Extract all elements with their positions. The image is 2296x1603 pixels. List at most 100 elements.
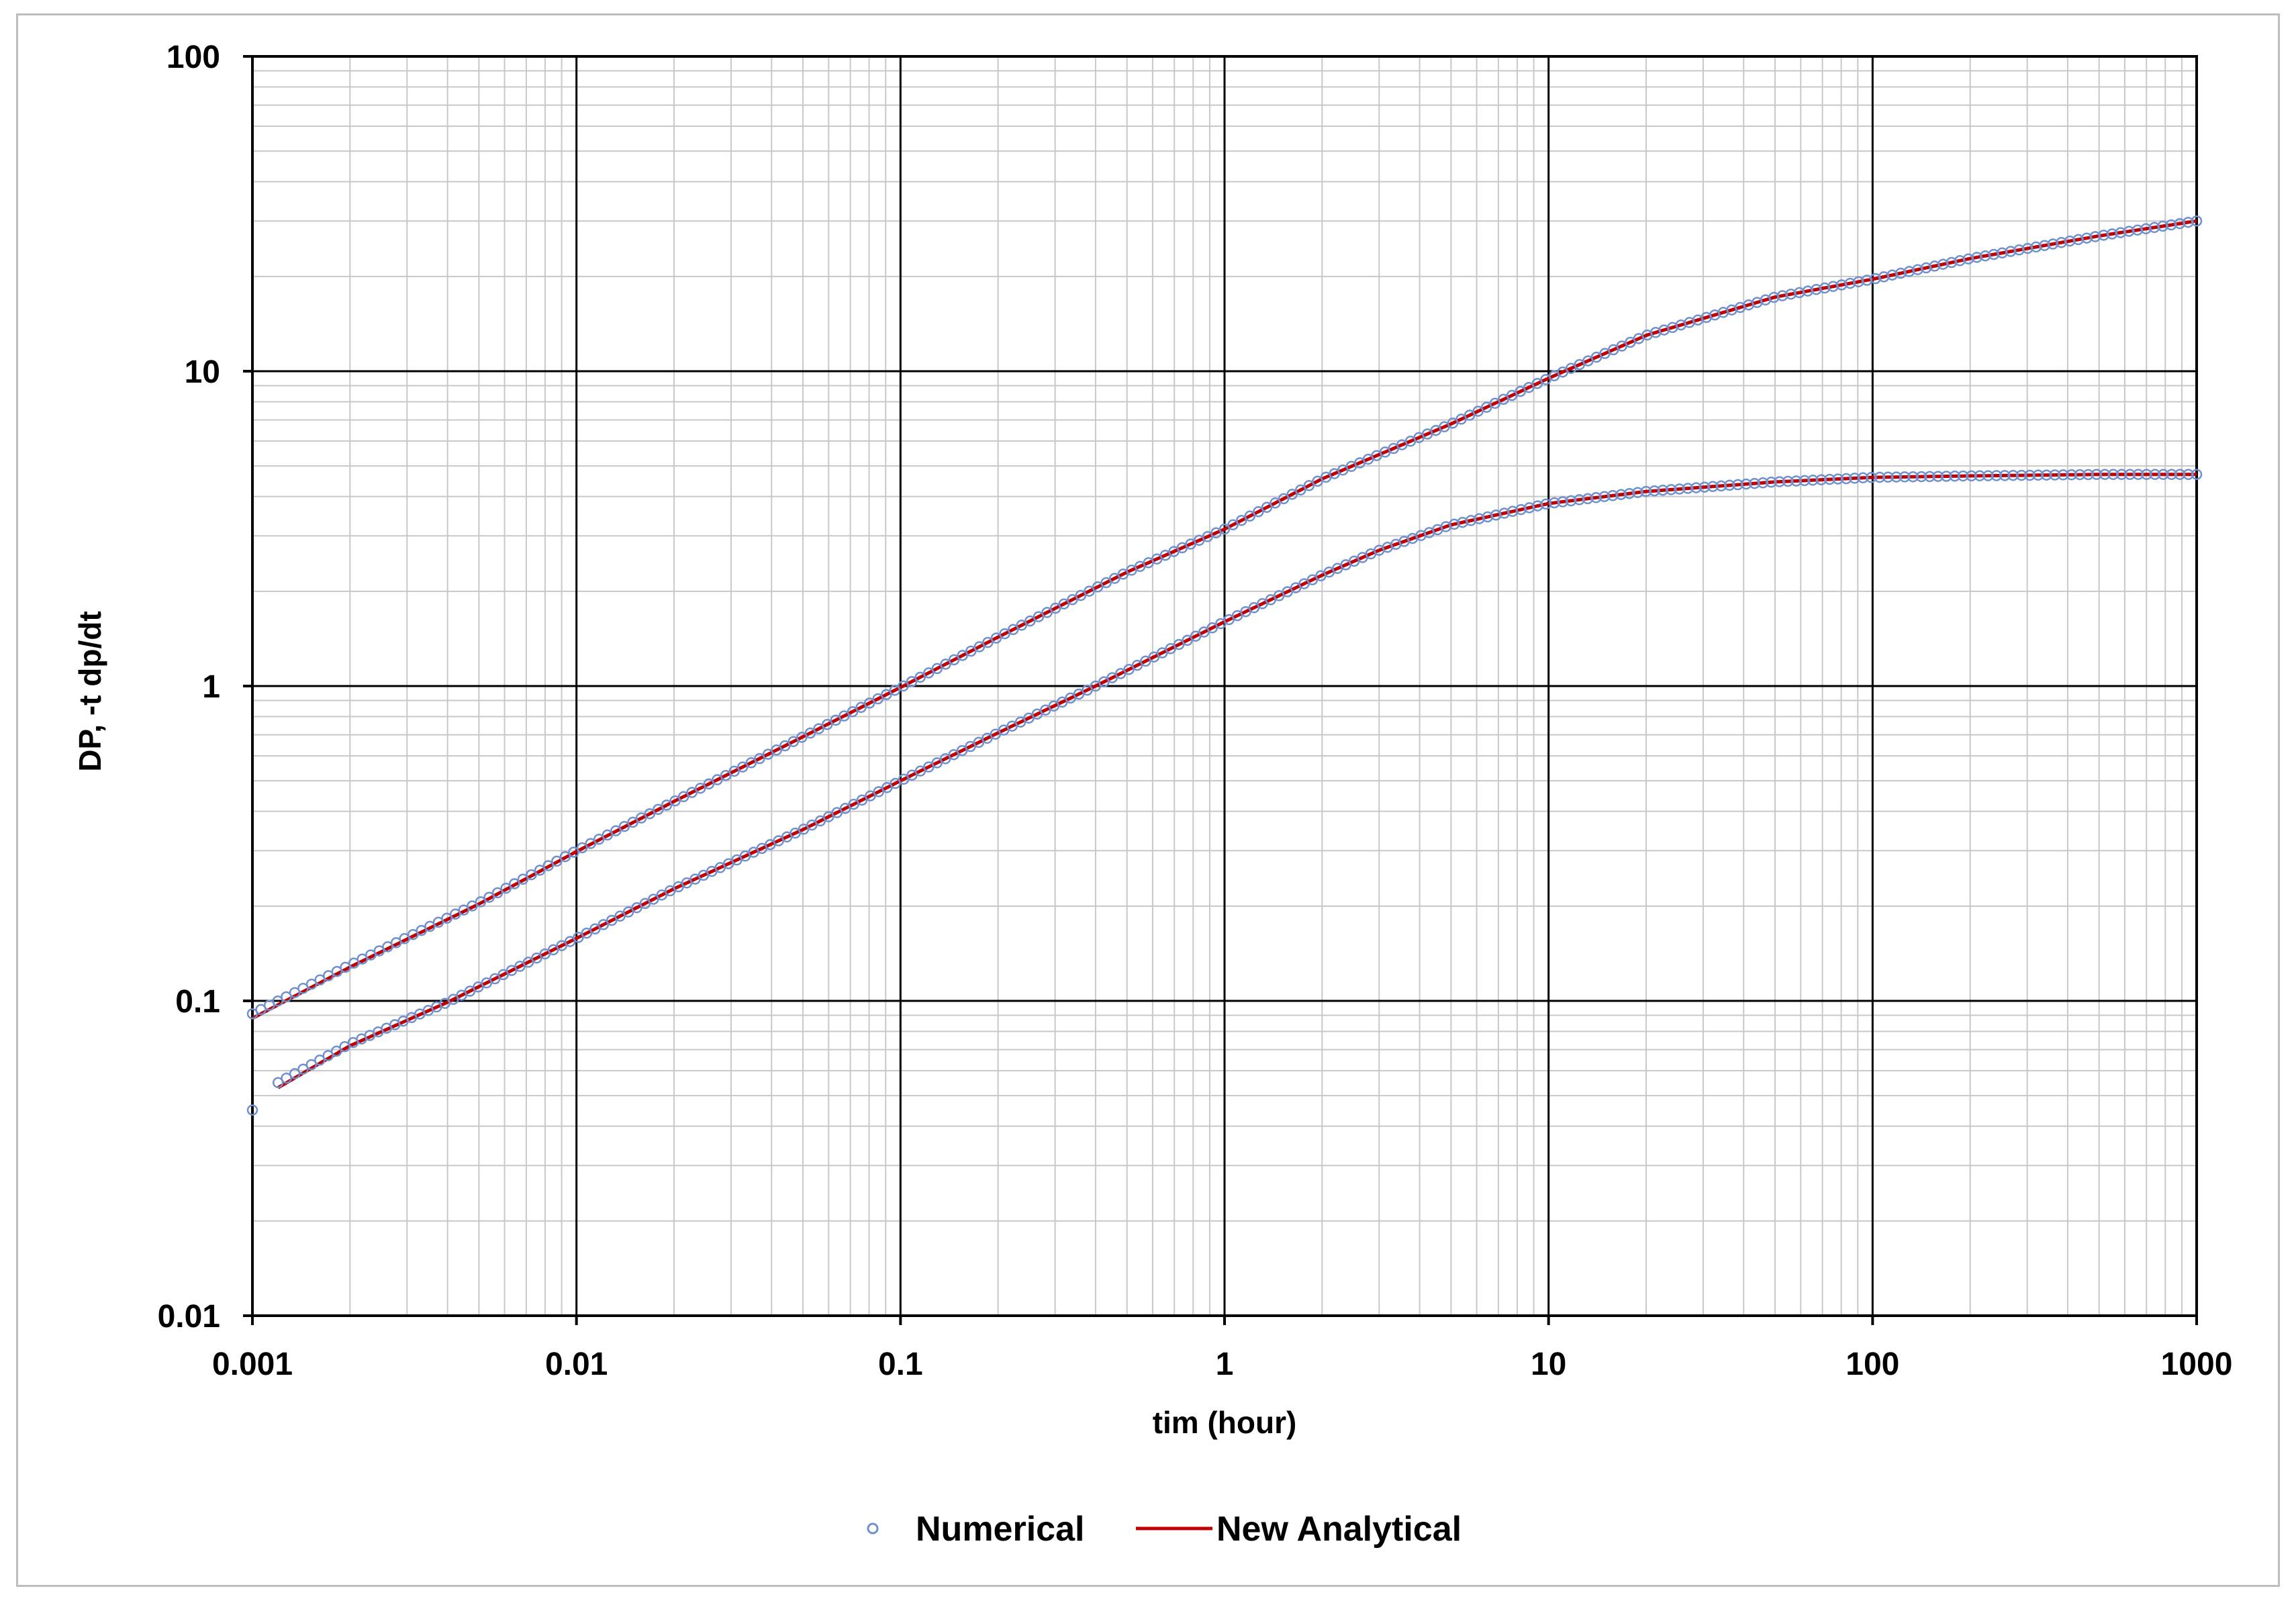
data-point-marker: [1106, 672, 1118, 683]
data-point-marker: [568, 846, 579, 858]
data-point-marker: [1957, 470, 1969, 482]
y-axis-tick-labels: 0.01 0.1 1 10 100: [158, 40, 220, 1334]
series-marker-group: [272, 469, 2203, 1089]
data-point-marker: [1278, 493, 1290, 505]
data-point-marker: [1067, 594, 1078, 605]
data-point-marker: [635, 812, 647, 824]
data-point-marker: [1557, 496, 1568, 507]
data-point-marker: [2024, 469, 2036, 481]
data-point-marker: [847, 706, 859, 718]
data-point-marker: [2049, 469, 2061, 481]
data-point-marker: [1974, 470, 1986, 482]
data-point-marker: [1682, 483, 1694, 494]
data-point-marker: [1749, 477, 1760, 489]
data-point-marker: [272, 995, 284, 1007]
data-point-marker: [551, 855, 563, 867]
legend-analytical-label: New Analytical: [1216, 1510, 1462, 1549]
data-point-marker: [314, 974, 326, 986]
data-point-marker: [330, 1045, 342, 1057]
data-point-marker: [1674, 483, 1685, 495]
data-point-marker: [839, 803, 851, 814]
data-point-marker: [1092, 581, 1104, 593]
data-point-marker: [2091, 469, 2103, 481]
data-point-marker: [1253, 506, 1264, 518]
data-point-marker: [597, 919, 610, 930]
data-point-marker: [1623, 487, 1635, 499]
x-tick-label: 1000: [2161, 1347, 2233, 1382]
data-point-marker: [1049, 602, 1061, 614]
data-point-marker: [2149, 469, 2161, 481]
data-point-marker: [1815, 474, 1827, 485]
x-tick-label: 100: [1846, 1347, 1899, 1382]
data-point-marker: [1286, 489, 1298, 500]
data-point-marker: [686, 787, 698, 798]
data-point-marker: [830, 714, 842, 726]
data-point-marker: [602, 829, 614, 841]
data-point-marker: [1173, 638, 1185, 650]
series-marker-group: [246, 215, 2203, 1020]
data-point-marker: [1607, 490, 1619, 501]
data-point-marker: [272, 1077, 284, 1089]
data-point-marker: [289, 987, 301, 998]
data-point-marker: [1690, 482, 1702, 493]
data-point-marker: [281, 991, 292, 1003]
x-tick-label: 1: [1216, 1347, 1234, 1382]
data-point-marker: [2115, 469, 2127, 481]
data-point-marker: [1206, 622, 1218, 634]
data-point-marker: [2132, 469, 2144, 481]
data-point-marker: [1707, 481, 1719, 493]
data-point-marker: [1740, 478, 1752, 490]
data-point-marker: [1549, 497, 1560, 509]
data-point-marker: [1657, 485, 1669, 496]
data-point-marker: [2032, 469, 2044, 481]
x-tick-label: 10: [1531, 1347, 1566, 1382]
data-point-marker: [656, 889, 668, 901]
data-point-marker: [297, 1063, 309, 1075]
series-layer: [246, 215, 2203, 1116]
data-point-marker: [441, 912, 452, 924]
data-point-marker: [1882, 471, 1894, 483]
data-point-marker: [475, 896, 487, 908]
data-point-marker: [2057, 469, 2069, 481]
data-point-marker: [2041, 469, 2052, 481]
data-point-marker: [745, 757, 757, 769]
data-point-marker: [1235, 515, 1247, 526]
data-point-marker: [999, 628, 1010, 640]
data-point-marker: [593, 834, 605, 845]
series-line: [277, 473, 2197, 1089]
data-point-marker: [881, 689, 892, 700]
data-point-marker: [449, 908, 461, 920]
data-point-marker: [1907, 471, 1919, 483]
data-point-marker: [1840, 473, 1852, 485]
data-point-marker: [728, 765, 740, 777]
data-point-marker: [644, 808, 656, 820]
data-point-marker: [2107, 469, 2119, 481]
data-point-marker: [1084, 585, 1095, 597]
legend: Numerical New Analytical: [867, 1510, 1462, 1549]
data-point-marker: [948, 654, 960, 666]
data-point-marker: [1790, 475, 1802, 487]
data-point-marker: [481, 977, 493, 989]
data-point-marker: [982, 636, 994, 648]
data-point-marker: [1866, 472, 1877, 483]
data-point-marker: [661, 799, 673, 811]
data-point-marker: [856, 794, 868, 806]
data-point-marker: [906, 676, 918, 687]
data-point-marker: [1615, 489, 1627, 500]
data-point-marker: [990, 632, 1002, 644]
data-point-marker: [796, 732, 808, 743]
data-point-marker: [737, 761, 749, 773]
data-point-marker: [322, 1050, 334, 1061]
data-point-marker: [2083, 469, 2094, 481]
data-point-marker: [517, 873, 529, 885]
data-point-marker: [2007, 469, 2019, 481]
y-tick-label: 100: [166, 40, 220, 75]
series-line-group: [277, 473, 2197, 1089]
data-point-marker: [1033, 611, 1045, 622]
data-point-marker: [1949, 471, 1960, 482]
legend-numerical-label: Numerical: [916, 1510, 1084, 1549]
data-point-marker: [1991, 470, 2003, 481]
data-point-marker: [2141, 469, 2152, 481]
data-point-marker: [246, 1104, 258, 1116]
